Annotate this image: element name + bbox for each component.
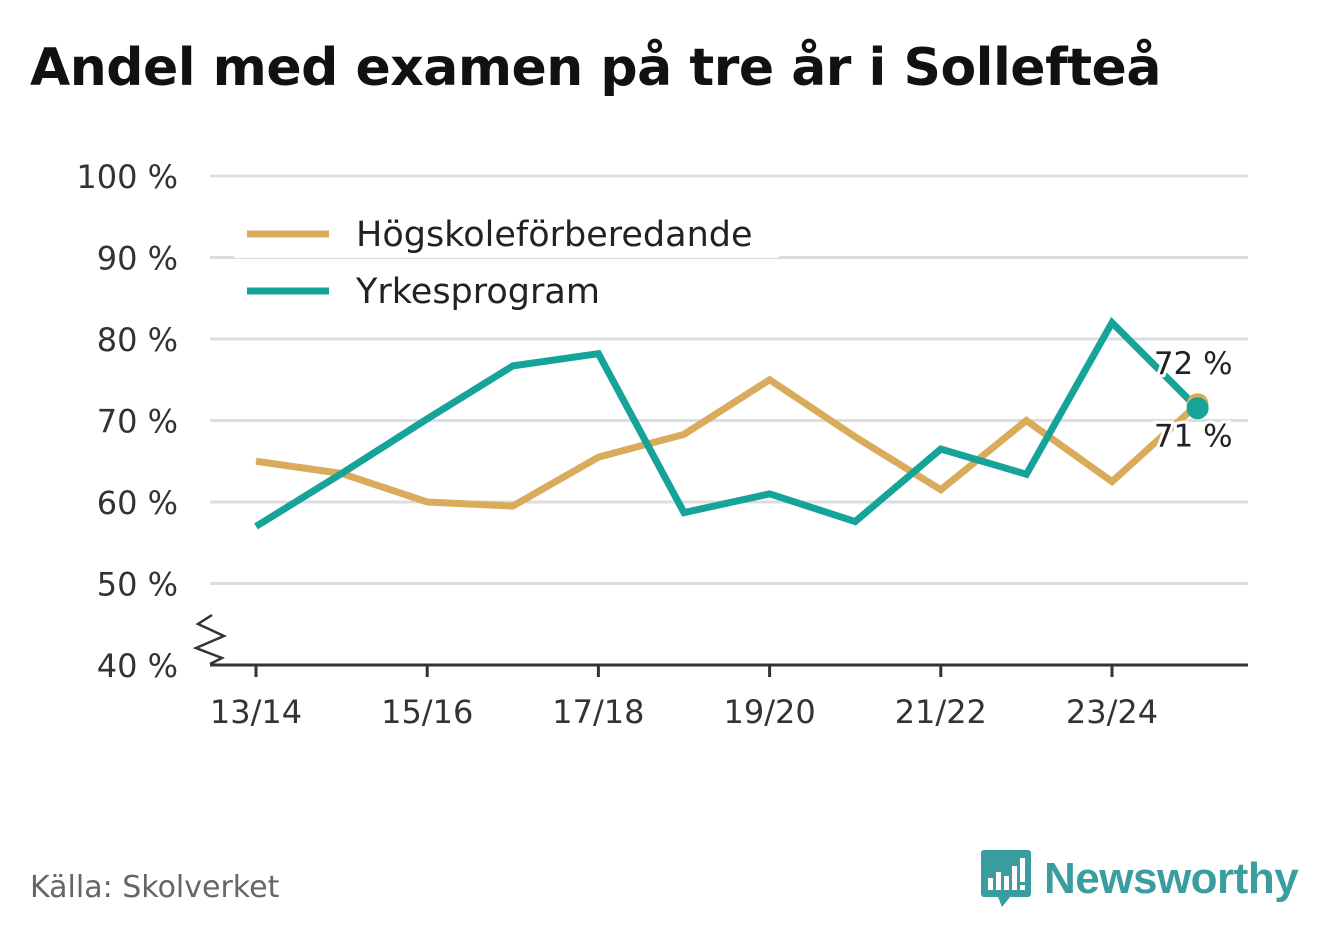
- newsworthy-logo-icon: [981, 850, 1031, 907]
- source-note: Källa: Skolverket: [30, 870, 280, 905]
- y-tick-label: 60 %: [97, 484, 178, 522]
- legend-label: Yrkesprogram: [355, 272, 600, 312]
- series-line: [254, 316, 1201, 530]
- x-tick-label: 15/16: [381, 693, 473, 731]
- y-axis: 40 % 50 % 60 % 70 % 80 % 90 % 100 %: [76, 158, 228, 685]
- axis-break-mark: [192, 613, 228, 666]
- y-tick-label: 40 %: [97, 647, 178, 685]
- chart-title: Andel med examen på tre år i Sollefteå: [30, 38, 1161, 98]
- y-tick-label: 50 %: [97, 566, 178, 604]
- x-tick-label: 17/18: [552, 693, 644, 731]
- legend: Högskoleförberedande Yrkesprogram: [234, 206, 779, 312]
- series-end-label: 71 %: [1154, 418, 1233, 454]
- brand-name: Newsworthy: [1044, 854, 1299, 903]
- x-axis: 13/14 15/16 17/18 19/20 21/22 23/24: [210, 663, 1248, 731]
- x-tick-label: 13/14: [210, 693, 302, 731]
- series-lines: [254, 316, 1209, 530]
- end-labels: 72 % 71 %: [1151, 343, 1236, 457]
- brand-logo: Newsworthy: [980, 848, 1299, 910]
- series-line: [255, 375, 1200, 510]
- series-end-label: 72 %: [1154, 346, 1233, 382]
- x-tick-label: 21/22: [895, 693, 987, 731]
- legend-label: Högskoleförberedande: [356, 215, 753, 255]
- series-end-marker: [1186, 397, 1209, 420]
- y-tick-label: 80 %: [97, 321, 178, 359]
- x-tick-label: 19/20: [723, 693, 815, 731]
- y-tick-label: 70 %: [97, 403, 178, 441]
- x-tick-label: 23/24: [1066, 693, 1158, 731]
- y-tick-label: 90 %: [97, 240, 178, 278]
- y-tick-label: 100 %: [76, 158, 178, 196]
